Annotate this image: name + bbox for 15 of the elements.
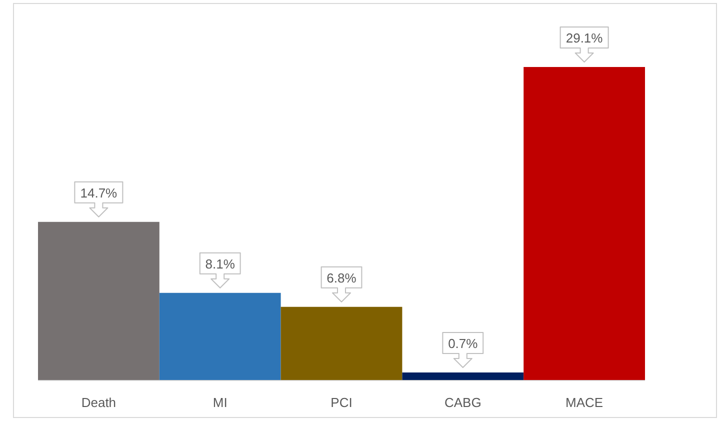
x-tick-label: CABG [444, 395, 482, 410]
data-label: 8.1% [205, 256, 236, 272]
data-label: 0.7% [448, 336, 478, 351]
bar [524, 67, 645, 380]
data-label: 29.1% [566, 30, 604, 46]
data-label: 14.7% [80, 185, 118, 200]
x-tick-label: MACE [566, 395, 604, 410]
x-tick-label: PCI [330, 395, 352, 410]
bar [280, 306, 402, 380]
bar [402, 372, 524, 380]
bar [159, 292, 281, 380]
x-tick-label: MI [212, 395, 228, 410]
data-label: 6.8% [326, 270, 357, 286]
bar [38, 222, 160, 380]
x-tick-label: Death [81, 395, 116, 410]
